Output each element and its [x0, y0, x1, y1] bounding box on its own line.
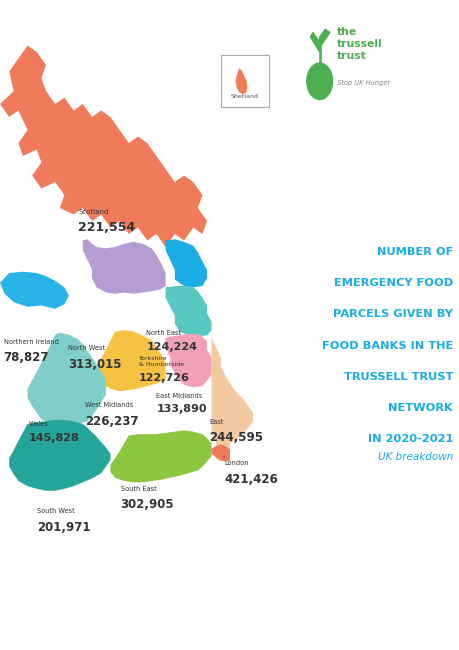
Polygon shape — [110, 430, 211, 482]
Text: London: London — [224, 460, 248, 466]
Polygon shape — [0, 46, 207, 247]
Polygon shape — [165, 239, 207, 287]
Text: 226,237: 226,237 — [85, 415, 138, 428]
Polygon shape — [310, 32, 319, 52]
Polygon shape — [96, 330, 165, 391]
Polygon shape — [0, 272, 69, 309]
Text: Stop UK Hunger: Stop UK Hunger — [336, 79, 390, 86]
Text: South West: South West — [37, 508, 74, 514]
Polygon shape — [83, 239, 165, 294]
Text: 145,828: 145,828 — [28, 433, 79, 443]
Polygon shape — [211, 338, 252, 462]
Polygon shape — [165, 286, 211, 337]
Text: 244,595: 244,595 — [209, 431, 263, 444]
Text: 201,971: 201,971 — [37, 521, 90, 534]
Text: NETWORK: NETWORK — [387, 403, 452, 413]
Text: East: East — [209, 419, 223, 425]
Text: Yorkshire
& Humberside: Yorkshire & Humberside — [139, 356, 184, 367]
Text: IN 2020-2021: IN 2020-2021 — [367, 434, 452, 444]
Text: North East: North East — [146, 330, 181, 336]
Text: Shetland: Shetland — [230, 94, 258, 99]
Polygon shape — [235, 68, 247, 94]
Text: NUMBER OF: NUMBER OF — [376, 247, 452, 257]
Text: TRUSSELL TRUST: TRUSSELL TRUST — [343, 372, 452, 382]
Polygon shape — [211, 445, 230, 461]
Text: 124,224: 124,224 — [146, 342, 197, 352]
Text: 302,905: 302,905 — [120, 498, 174, 511]
Polygon shape — [28, 333, 106, 426]
Text: Northern Ireland: Northern Ireland — [4, 339, 58, 345]
Text: Wales: Wales — [28, 421, 48, 427]
Text: East Midlands: East Midlands — [156, 393, 202, 398]
Text: PARCELS GIVEN BY: PARCELS GIVEN BY — [332, 309, 452, 319]
Text: Scotland: Scotland — [78, 209, 108, 215]
Text: 221,554: 221,554 — [78, 221, 135, 234]
Text: the
trussell
trust: the trussell trust — [336, 27, 382, 60]
Text: West Midlands: West Midlands — [85, 402, 133, 408]
Polygon shape — [319, 29, 329, 47]
Text: 421,426: 421,426 — [224, 473, 278, 486]
Text: 313,015: 313,015 — [68, 358, 121, 370]
Polygon shape — [9, 420, 110, 491]
Text: 133,890: 133,890 — [156, 404, 207, 414]
Text: 122,726: 122,726 — [139, 373, 190, 383]
Text: 78,827: 78,827 — [4, 351, 49, 364]
Polygon shape — [165, 334, 211, 387]
Text: UK breakdown: UK breakdown — [377, 452, 452, 461]
Text: FOOD BANKS IN THE: FOOD BANKS IN THE — [321, 341, 452, 350]
FancyBboxPatch shape — [221, 55, 268, 107]
Text: North West: North West — [68, 344, 105, 350]
Circle shape — [306, 63, 332, 99]
Text: EMERGENCY FOOD: EMERGENCY FOOD — [333, 278, 452, 288]
Text: South East: South East — [120, 486, 156, 491]
